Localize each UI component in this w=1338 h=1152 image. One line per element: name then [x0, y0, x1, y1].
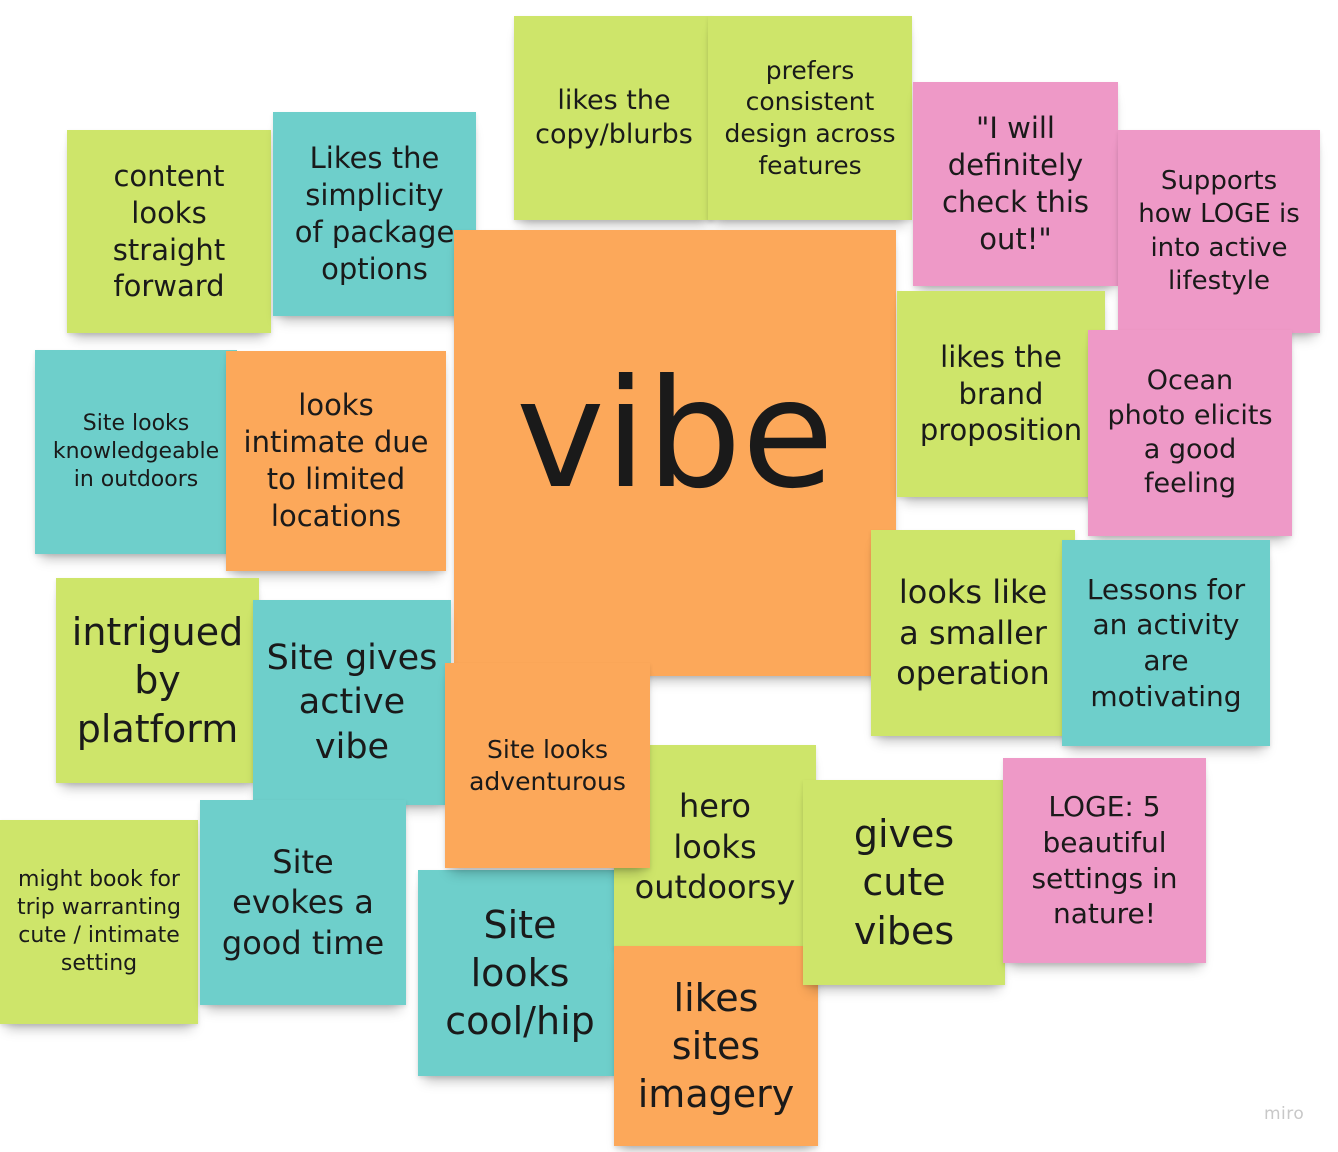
note-prefers-consistent[interactable]: prefers consistent design across feature…	[708, 16, 912, 220]
note-likes-imagery[interactable]: likes sites imagery	[614, 946, 818, 1146]
note-cute-vibes[interactable]: gives cute vibes	[803, 780, 1005, 985]
note-lessons[interactable]: Lessons for an activity are motivating	[1062, 540, 1270, 746]
note-cool-hip[interactable]: Site looks cool/hip	[418, 870, 622, 1076]
note-brand-proposition[interactable]: likes the brand proposition	[897, 291, 1105, 497]
miro-watermark: miro	[1264, 1104, 1305, 1124]
note-smaller-operation[interactable]: looks like a smaller operation	[871, 530, 1075, 736]
note-active-vibe[interactable]: Site gives active vibe	[253, 600, 451, 805]
note-knowledgeable[interactable]: Site looks knowledgeable in outdoors	[35, 350, 237, 554]
note-adventurous[interactable]: Site looks adventurous	[445, 663, 650, 868]
note-loge-settings[interactable]: LOGE: 5 beautiful settings in nature!	[1003, 758, 1206, 963]
note-will-check[interactable]: "I will definitely check this out!"	[913, 82, 1118, 286]
note-intrigued[interactable]: intrigued by platform	[56, 578, 259, 783]
note-content-looks[interactable]: content looks straight forward	[67, 130, 271, 333]
note-good-time[interactable]: Site evokes a good time	[200, 800, 406, 1005]
note-ocean-photo[interactable]: Ocean photo elicits a good feeling	[1088, 330, 1292, 536]
note-likes-simplicity[interactable]: Likes the simplicity of package options	[273, 112, 476, 316]
note-might-book[interactable]: might book for trip warranting cute / in…	[0, 820, 198, 1024]
note-center-vibe[interactable]: vibe	[454, 230, 896, 676]
note-intimate[interactable]: looks intimate due to limited locations	[226, 351, 446, 571]
note-supports-loge[interactable]: Supports how LOGE is into active lifesty…	[1118, 130, 1320, 333]
note-likes-copy[interactable]: likes the copy/blurbs	[514, 16, 714, 220]
